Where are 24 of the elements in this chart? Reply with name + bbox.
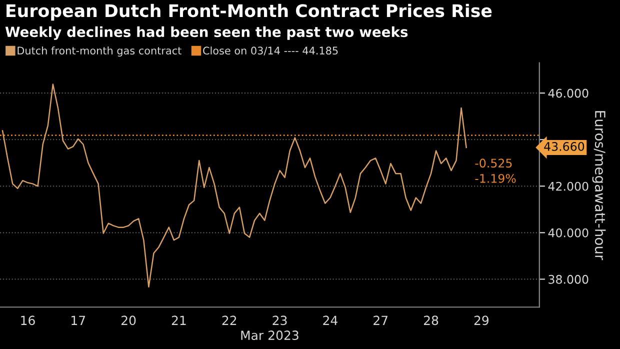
x-tick-label: 27 [374,316,388,325]
chart-subtitle: Weekly declines had been seen the past two weeks [5,26,408,40]
legend-label: Dutch front-month gas contract [18,46,182,57]
x-tick-label: 24 [323,316,338,325]
y-tick-label: 40.000 [548,228,588,238]
chart-title: European Dutch Front-Month Contract Prices Rise [6,4,492,21]
y-tick-label: 42.000 [548,182,588,191]
y-tick-label: 38.000 [548,274,588,284]
annotation: -0.525 [475,158,512,168]
legend-label: Close on 03/14 ---- 44.185 [203,46,338,56]
x-tick-label: 21 [172,316,186,325]
x-tick-label: 29 [474,316,488,326]
x-tick-label: 28 [424,316,438,326]
text: 43.660 [544,142,584,151]
x-axis-title: Mar 2023 [241,330,298,340]
x-tick-label: 17 [72,316,86,325]
y-axis-title: Euros/megawatt-hour [592,111,606,260]
y-tick-label: 46.000 [548,88,588,98]
line-series [2,84,467,288]
annotation: -1.19% [475,174,516,183]
x-tick-label: 23 [272,316,287,326]
x-tick-label: 16 [21,316,35,326]
x-tick-label: 22 [222,316,236,325]
x-tick-label: 20 [122,316,136,326]
